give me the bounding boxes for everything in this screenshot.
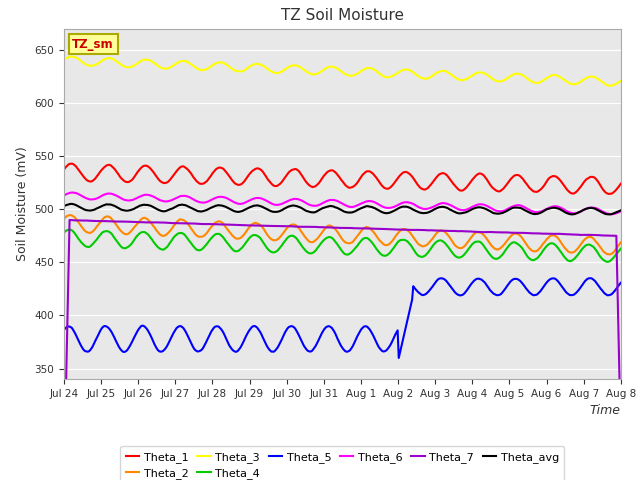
Line: Theta_3: Theta_3 bbox=[64, 57, 621, 86]
Theta_2 bbox=[606, 252, 614, 257]
Theta_7 bbox=[329, 225, 337, 230]
Theta_7 bbox=[617, 435, 625, 441]
Theta_avg bbox=[68, 201, 76, 207]
Theta_6 bbox=[518, 203, 525, 209]
Theta_1 bbox=[617, 181, 625, 187]
Theta_2 bbox=[362, 224, 370, 230]
Theta_7 bbox=[60, 477, 68, 480]
Theta_3 bbox=[518, 72, 525, 78]
Theta_3 bbox=[68, 54, 76, 60]
Theta_4 bbox=[604, 259, 611, 265]
Theta_5 bbox=[60, 327, 68, 333]
Theta_5 bbox=[328, 325, 335, 331]
Theta_7 bbox=[326, 225, 333, 230]
Theta_4 bbox=[329, 236, 337, 241]
Theta_2 bbox=[393, 232, 401, 238]
Theta_1 bbox=[393, 177, 401, 183]
Theta_6 bbox=[617, 208, 625, 214]
Theta_5 bbox=[324, 323, 332, 329]
Theta_avg bbox=[568, 212, 575, 217]
Theta_2 bbox=[605, 252, 612, 257]
Theta_avg bbox=[606, 212, 614, 217]
Theta_4 bbox=[606, 258, 614, 264]
Theta_1 bbox=[329, 168, 337, 173]
Theta_3 bbox=[362, 65, 370, 71]
Title: TZ Soil Moisture: TZ Soil Moisture bbox=[281, 9, 404, 24]
Theta_avg bbox=[362, 204, 370, 209]
Line: Theta_2: Theta_2 bbox=[64, 215, 621, 254]
Theta_1 bbox=[605, 191, 612, 197]
Theta_2 bbox=[66, 212, 74, 218]
Theta_1 bbox=[326, 168, 333, 174]
Theta_5 bbox=[518, 279, 525, 285]
Theta_7 bbox=[518, 230, 525, 236]
Theta_5 bbox=[362, 324, 369, 329]
Theta_4 bbox=[518, 244, 525, 250]
Theta_2 bbox=[329, 224, 337, 230]
Theta_6 bbox=[605, 211, 612, 217]
Text: TZ_sm: TZ_sm bbox=[72, 37, 114, 50]
Y-axis label: Soil Moisture (mV): Soil Moisture (mV) bbox=[16, 146, 29, 262]
Theta_3 bbox=[393, 71, 401, 76]
Theta_5 bbox=[606, 292, 614, 298]
Theta_4 bbox=[362, 235, 370, 241]
Theta_3 bbox=[326, 64, 333, 70]
Theta_7 bbox=[362, 226, 370, 231]
Legend: Theta_1, Theta_2, Theta_3, Theta_4, Theta_5, Theta_6, Theta_7, Theta_avg: Theta_1, Theta_2, Theta_3, Theta_4, Thet… bbox=[120, 446, 564, 480]
Theta_5 bbox=[395, 355, 403, 361]
Line: Theta_avg: Theta_avg bbox=[64, 204, 621, 215]
Theta_avg bbox=[60, 203, 68, 209]
Theta_6 bbox=[326, 197, 333, 203]
Theta_4 bbox=[66, 227, 74, 232]
Line: Theta_4: Theta_4 bbox=[64, 229, 621, 262]
Theta_3 bbox=[60, 57, 68, 62]
Theta_avg bbox=[393, 206, 401, 212]
Theta_6 bbox=[607, 211, 614, 217]
Line: Theta_7: Theta_7 bbox=[64, 220, 621, 480]
X-axis label: Time: Time bbox=[590, 405, 621, 418]
Line: Theta_5: Theta_5 bbox=[64, 278, 621, 358]
Theta_2 bbox=[617, 240, 625, 245]
Theta_1 bbox=[518, 175, 525, 180]
Theta_4 bbox=[326, 234, 333, 240]
Theta_3 bbox=[605, 83, 612, 88]
Line: Theta_6: Theta_6 bbox=[64, 192, 621, 214]
Theta_2 bbox=[518, 234, 525, 240]
Theta_4 bbox=[617, 246, 625, 252]
Theta_7 bbox=[393, 227, 401, 232]
Theta_6 bbox=[329, 197, 337, 203]
Theta_6 bbox=[362, 199, 370, 204]
Theta_6 bbox=[69, 190, 77, 195]
Line: Theta_1: Theta_1 bbox=[64, 164, 621, 194]
Theta_5 bbox=[587, 276, 595, 281]
Theta_3 bbox=[607, 83, 614, 89]
Theta_4 bbox=[60, 230, 68, 236]
Theta_6 bbox=[60, 192, 68, 198]
Theta_5 bbox=[392, 332, 399, 337]
Theta_1 bbox=[606, 191, 614, 197]
Theta_avg bbox=[326, 203, 333, 209]
Theta_avg bbox=[518, 205, 525, 211]
Theta_2 bbox=[60, 216, 68, 222]
Theta_1 bbox=[362, 168, 370, 174]
Theta_7 bbox=[605, 233, 612, 239]
Theta_avg bbox=[617, 207, 625, 213]
Theta_2 bbox=[326, 223, 333, 228]
Theta_1 bbox=[68, 161, 76, 167]
Theta_5 bbox=[617, 280, 625, 286]
Theta_6 bbox=[393, 203, 401, 209]
Theta_3 bbox=[617, 78, 625, 84]
Theta_3 bbox=[329, 64, 337, 70]
Theta_avg bbox=[329, 204, 337, 209]
Theta_7 bbox=[66, 217, 74, 223]
Theta_4 bbox=[393, 241, 401, 247]
Theta_1 bbox=[60, 167, 68, 172]
